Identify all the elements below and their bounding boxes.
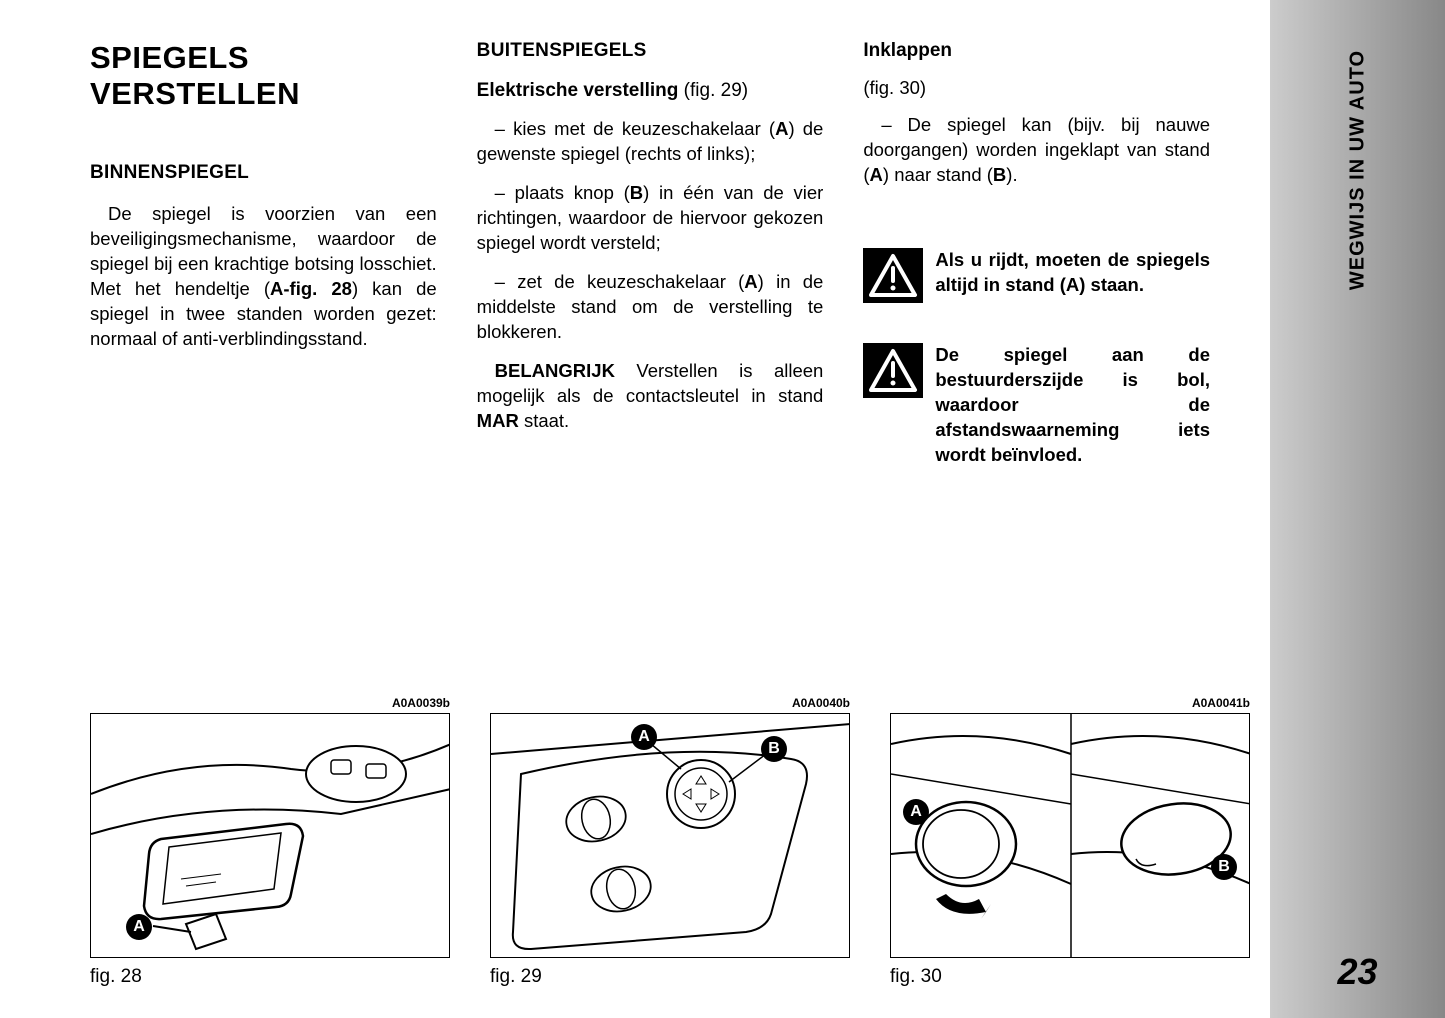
figure-code: A0A0040b [490, 696, 850, 710]
figures-row: A0A0039b A fig. 28 [90, 696, 1210, 988]
label-ref: B [630, 182, 643, 203]
warning-triangle-icon [863, 248, 923, 303]
text-columns: SPIEGELS VERSTELLEN BINNENSPIEGEL De spi… [90, 40, 1210, 498]
body-paragraph: BELANGRIJK Verstellen is alleen mogelijk… [477, 359, 824, 434]
page-content: SPIEGELS VERSTELLEN BINNENSPIEGEL De spi… [0, 0, 1270, 1018]
label-a: A [126, 914, 152, 940]
column-2: BUITENSPIEGELS Elektrische verstelling (… [477, 40, 824, 498]
warning-triangle-icon [863, 343, 923, 398]
figure-caption: fig. 30 [890, 966, 1250, 988]
body-paragraph: – De spiegel kan (bijv. bij nauwe doorga… [863, 113, 1210, 188]
label-b: B [1211, 854, 1237, 880]
figure-ref: (fig. 29) [678, 80, 748, 101]
column-1: SPIEGELS VERSTELLEN BINNENSPIEGEL De spi… [90, 40, 437, 498]
figure-illustration: A [90, 713, 450, 958]
emphasis: BELANGRIJK [495, 360, 615, 381]
label-ref: A [775, 118, 788, 139]
label-ref: B [993, 164, 1006, 185]
warning-text: De spiegel aan de bestuurderszijde is bo… [935, 343, 1210, 468]
figure-ref: (fig. 30) [863, 77, 1210, 99]
chapter-title: WEGWIJS IN UW AUTO [1346, 50, 1369, 290]
figure-code: A0A0039b [90, 696, 450, 710]
text: ) naar stand ( [883, 164, 993, 185]
figure-28: A0A0039b A fig. 28 [90, 696, 450, 988]
section-heading: BINNENSPIEGEL [90, 162, 437, 184]
text: – plaats knop ( [495, 182, 630, 203]
label-a: A [903, 799, 929, 825]
body-paragraph: – kies met de keuzeschakelaar (A) de gew… [477, 117, 824, 167]
text: Elektrische verstelling [477, 80, 679, 101]
figure-caption: fig. 28 [90, 966, 450, 988]
label-a: A [631, 724, 657, 750]
main-title: SPIEGELS VERSTELLEN [90, 40, 437, 112]
figure-illustration: A B [490, 713, 850, 958]
figure-caption: fig. 29 [490, 966, 850, 988]
warning-text: Als u rijdt, moeten de spiegels altijd i… [935, 248, 1210, 298]
text: ). [1006, 164, 1017, 185]
body-paragraph: De spiegel is voorzien van een beveiligi… [90, 202, 437, 352]
section-heading: BUITENSPIEGELS [477, 40, 824, 62]
text: – kies met de keuzeschakelaar ( [495, 118, 775, 139]
figure-illustration: A B [890, 713, 1250, 958]
label-b: B [761, 736, 787, 762]
figure-ref: A-fig. 28 [270, 278, 352, 299]
label-ref: A [870, 164, 883, 185]
subsection-heading: Elektrische verstelling (fig. 29) [477, 80, 824, 102]
body-paragraph: – plaats knop (B) in één van de vier ric… [477, 181, 824, 256]
warning-box: Als u rijdt, moeten de spiegels altijd i… [863, 248, 1210, 303]
emphasis: MAR [477, 410, 519, 431]
text: – zet de keuzeschakelaar ( [495, 271, 745, 292]
column-3: Inklappen (fig. 30) – De spiegel kan (bi… [863, 40, 1210, 498]
body-paragraph: – zet de keuzeschakelaar (A) in de midde… [477, 270, 824, 345]
text: Inklappen [863, 40, 952, 61]
figure-30: A0A0041b A B [890, 696, 1250, 988]
figure-29: A0A0040b A [490, 696, 850, 988]
chapter-sidebar: WEGWIJS IN UW AUTO 23 [1270, 0, 1445, 1018]
label-ref: A [744, 271, 757, 292]
figure-code: A0A0041b [890, 696, 1250, 710]
warning-box: De spiegel aan de bestuurderszijde is bo… [863, 343, 1210, 468]
subsection-heading: Inklappen [863, 40, 1210, 62]
text: staat. [519, 410, 569, 431]
page-number: 23 [1337, 951, 1377, 993]
